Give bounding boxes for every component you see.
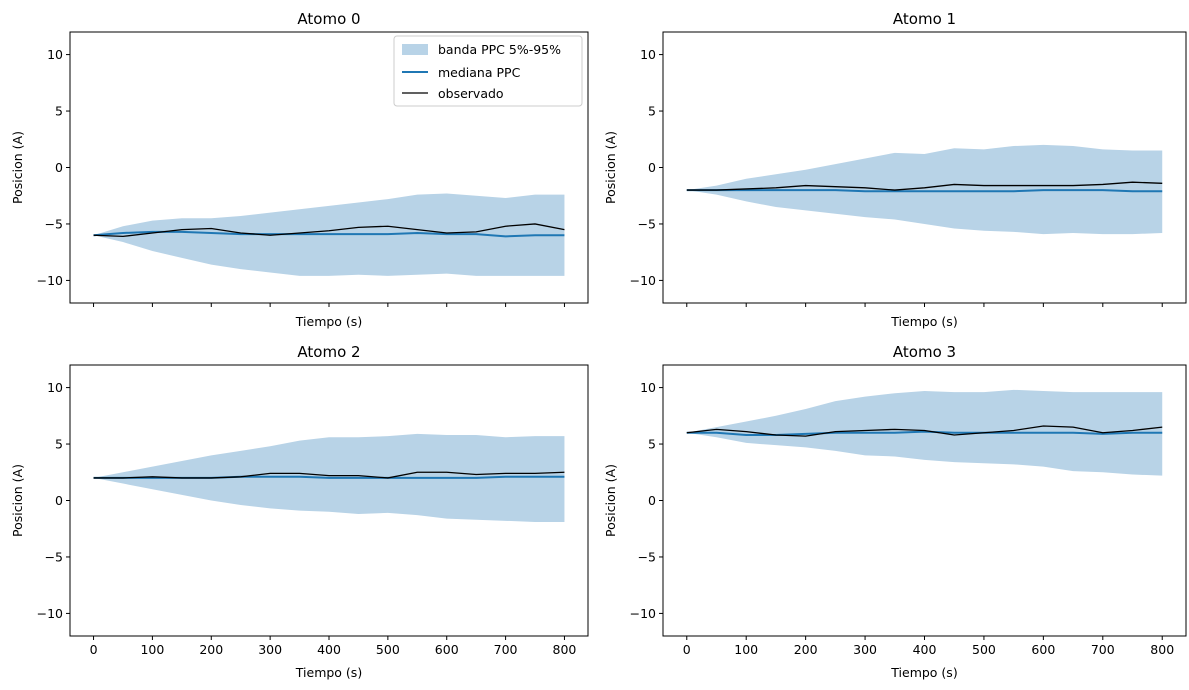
x-tick-label: 300 — [258, 642, 282, 657]
y-axis-label: Posicion (A) — [10, 131, 25, 204]
y-tick-label: 5 — [55, 437, 63, 452]
y-tick-label: 10 — [640, 380, 656, 395]
y-axis-label: Posicion (A) — [10, 464, 25, 537]
y-axis-label: Posicion (A) — [603, 131, 618, 204]
observed-line — [686, 425, 1163, 437]
x-tick-label: 800 — [1150, 642, 1174, 657]
x-tick-label: 0 — [90, 642, 98, 657]
y-tick-label: −10 — [630, 273, 656, 288]
x-tick-label: 200 — [794, 642, 818, 657]
legend-band-label: banda PPC 5%-95% — [438, 42, 561, 57]
x-tick-label: 700 — [1091, 642, 1115, 657]
y-tick-label: 0 — [648, 493, 656, 508]
subplot-1: −10 −5 0 5 10 Atomo 1 Tiempo (s) Posicion (A) — [603, 10, 1187, 329]
y-tick-label: −5 — [638, 216, 656, 231]
legend-band-swatch — [402, 44, 428, 55]
y-tick-label: −5 — [45, 549, 63, 564]
y-tick-label: 5 — [648, 104, 656, 119]
y-tick-label: −10 — [37, 273, 63, 288]
subplot-2: 0 100 200 300 400 500 600 700 800 −10 −5 0 5 10 Atomo … — [10, 343, 589, 680]
observed-line — [93, 223, 565, 238]
subplot-3: 0 100 200 300 400 500 600 700 800 −10 −5 0 5 10 Atomo … — [603, 343, 1187, 680]
x-tick-label: 100 — [734, 642, 758, 657]
observed-line — [686, 181, 1163, 191]
y-tick-label: 5 — [648, 437, 656, 452]
ppc-band — [686, 389, 1163, 476]
median-line — [686, 430, 1163, 437]
y-tick-label: 10 — [640, 47, 656, 62]
y-tick-label: 5 — [55, 104, 63, 119]
ppc-band — [686, 144, 1163, 235]
y-tick-label: 0 — [648, 160, 656, 175]
y-tick-label: −10 — [37, 606, 63, 621]
legend-median-label: mediana PPC — [438, 65, 521, 80]
y-axis-label: Posicion (A) — [603, 464, 618, 537]
x-tick-label: 600 — [435, 642, 459, 657]
subplot-title: Atomo 1 — [893, 10, 956, 28]
y-tick-label: 0 — [55, 160, 63, 175]
y-tick-label: 10 — [47, 47, 63, 62]
x-tick-label: 700 — [494, 642, 518, 657]
y-tick-label: −5 — [638, 549, 656, 564]
subplot-title: Atomo 0 — [297, 10, 360, 28]
y-tick-label: −5 — [45, 216, 63, 231]
legend-frame — [393, 35, 583, 107]
x-tick-label: 200 — [199, 642, 223, 657]
y-tick-label: 10 — [47, 380, 63, 395]
x-axis-label: Tiempo (s) — [890, 314, 957, 329]
x-tick-label: 500 — [972, 642, 996, 657]
x-tick-label: 0 — [683, 642, 691, 657]
x-tick-label: 800 — [553, 642, 577, 657]
x-tick-label: 100 — [140, 642, 164, 657]
legend: banda PPC 5%-95% mediana PPC observado — [393, 35, 583, 107]
x-axis-label: Tiempo (s) — [295, 665, 362, 680]
subplot-title: Atomo 2 — [297, 343, 360, 361]
subplot-0: −10 −5 0 5 10 Atomo 0 Tiempo (s) Posicion (A) — [10, 10, 589, 329]
median-line — [93, 230, 565, 238]
x-tick-label: 500 — [376, 642, 400, 657]
observed-line — [93, 471, 565, 479]
x-tick-label: 600 — [1031, 642, 1055, 657]
x-tick-label: 300 — [853, 642, 877, 657]
subplot-title: Atomo 3 — [893, 343, 956, 361]
x-axis-label: Tiempo (s) — [890, 665, 957, 680]
median-line — [686, 189, 1163, 193]
x-tick-label: 400 — [317, 642, 341, 657]
x-axis-label: Tiempo (s) — [295, 314, 362, 329]
y-tick-label: 0 — [55, 493, 63, 508]
x-tick-label: 400 — [913, 642, 937, 657]
y-tick-label: −10 — [630, 606, 656, 621]
legend-observed-label: observado — [438, 86, 504, 101]
